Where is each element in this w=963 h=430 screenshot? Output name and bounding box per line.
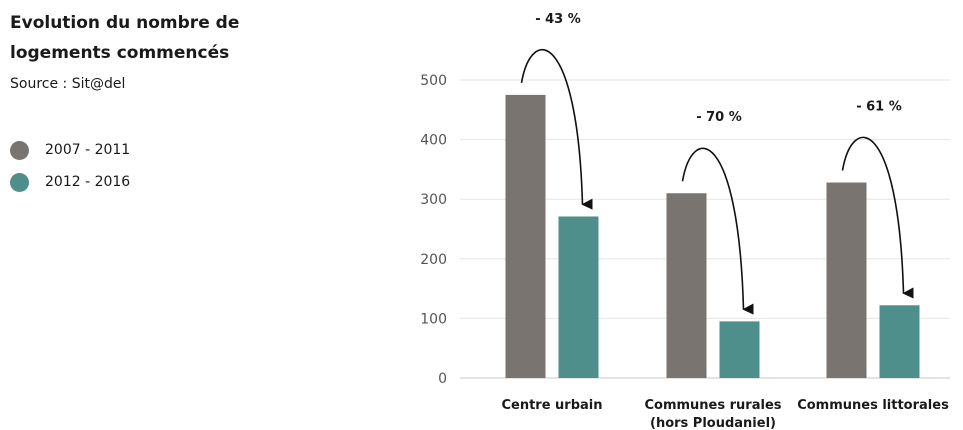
x-tick-label-1-0: Communes rurales (644, 398, 781, 413)
change-arrow-0 (520, 48, 593, 210)
bar-2007-2011-0 (505, 94, 546, 379)
legend-swatch-2012-2016 (10, 172, 29, 192)
y-tick-label-0: 0 (438, 371, 447, 387)
y-tick-label-200: 200 (420, 252, 447, 268)
change-arrows: - 43 % - 70 % - 61 % (520, 12, 914, 315)
chart-title: Evolution du nombre de logements commenc… (10, 13, 240, 63)
y-tick-label-300: 300 (420, 192, 447, 208)
bar-2007-2011-2 (826, 182, 867, 378)
change-arrow-2 (841, 136, 914, 299)
bar-2012-2016-1 (719, 321, 760, 378)
y-axis: 0 100 200 300 400 500 (420, 73, 447, 387)
x-axis: Centre urbain Communes rurales (hors Ploud… (501, 398, 949, 430)
legend-item-2007-2011: 2007 - 2011 (10, 134, 130, 166)
bar-2012-2016-0 (558, 216, 599, 378)
bar-2007-2011-1 (666, 193, 707, 378)
x-tick-label-0-0: Centre urbain (501, 398, 602, 413)
x-tick-label-1-1: (hors Ploudaniel) (650, 416, 776, 430)
y-tick-label-100: 100 (420, 311, 447, 327)
legend-label-2007-2011: 2007 - 2011 (45, 142, 131, 158)
chart-source: Source : Sit@del (10, 76, 126, 92)
x-tick-label-2-0: Communes littorales (797, 398, 949, 413)
legend-label-2012-2016: 2012 - 2016 (45, 174, 131, 190)
change-label-0: - 43 % (535, 12, 581, 27)
bar-2012-2016-2 (879, 305, 920, 378)
change-label-1: - 70 % (696, 110, 742, 125)
legend-item-2012-2016: 2012 - 2016 (10, 166, 130, 198)
bars (505, 94, 920, 379)
change-arrow-1 (681, 147, 754, 315)
legend: 2007 - 2011 2012 - 2016 (10, 134, 130, 198)
legend-swatch-2007-2011 (10, 140, 29, 160)
y-tick-label-500: 500 (420, 73, 447, 89)
change-label-2: - 61 % (856, 100, 902, 115)
y-tick-label-400: 400 (420, 133, 447, 149)
